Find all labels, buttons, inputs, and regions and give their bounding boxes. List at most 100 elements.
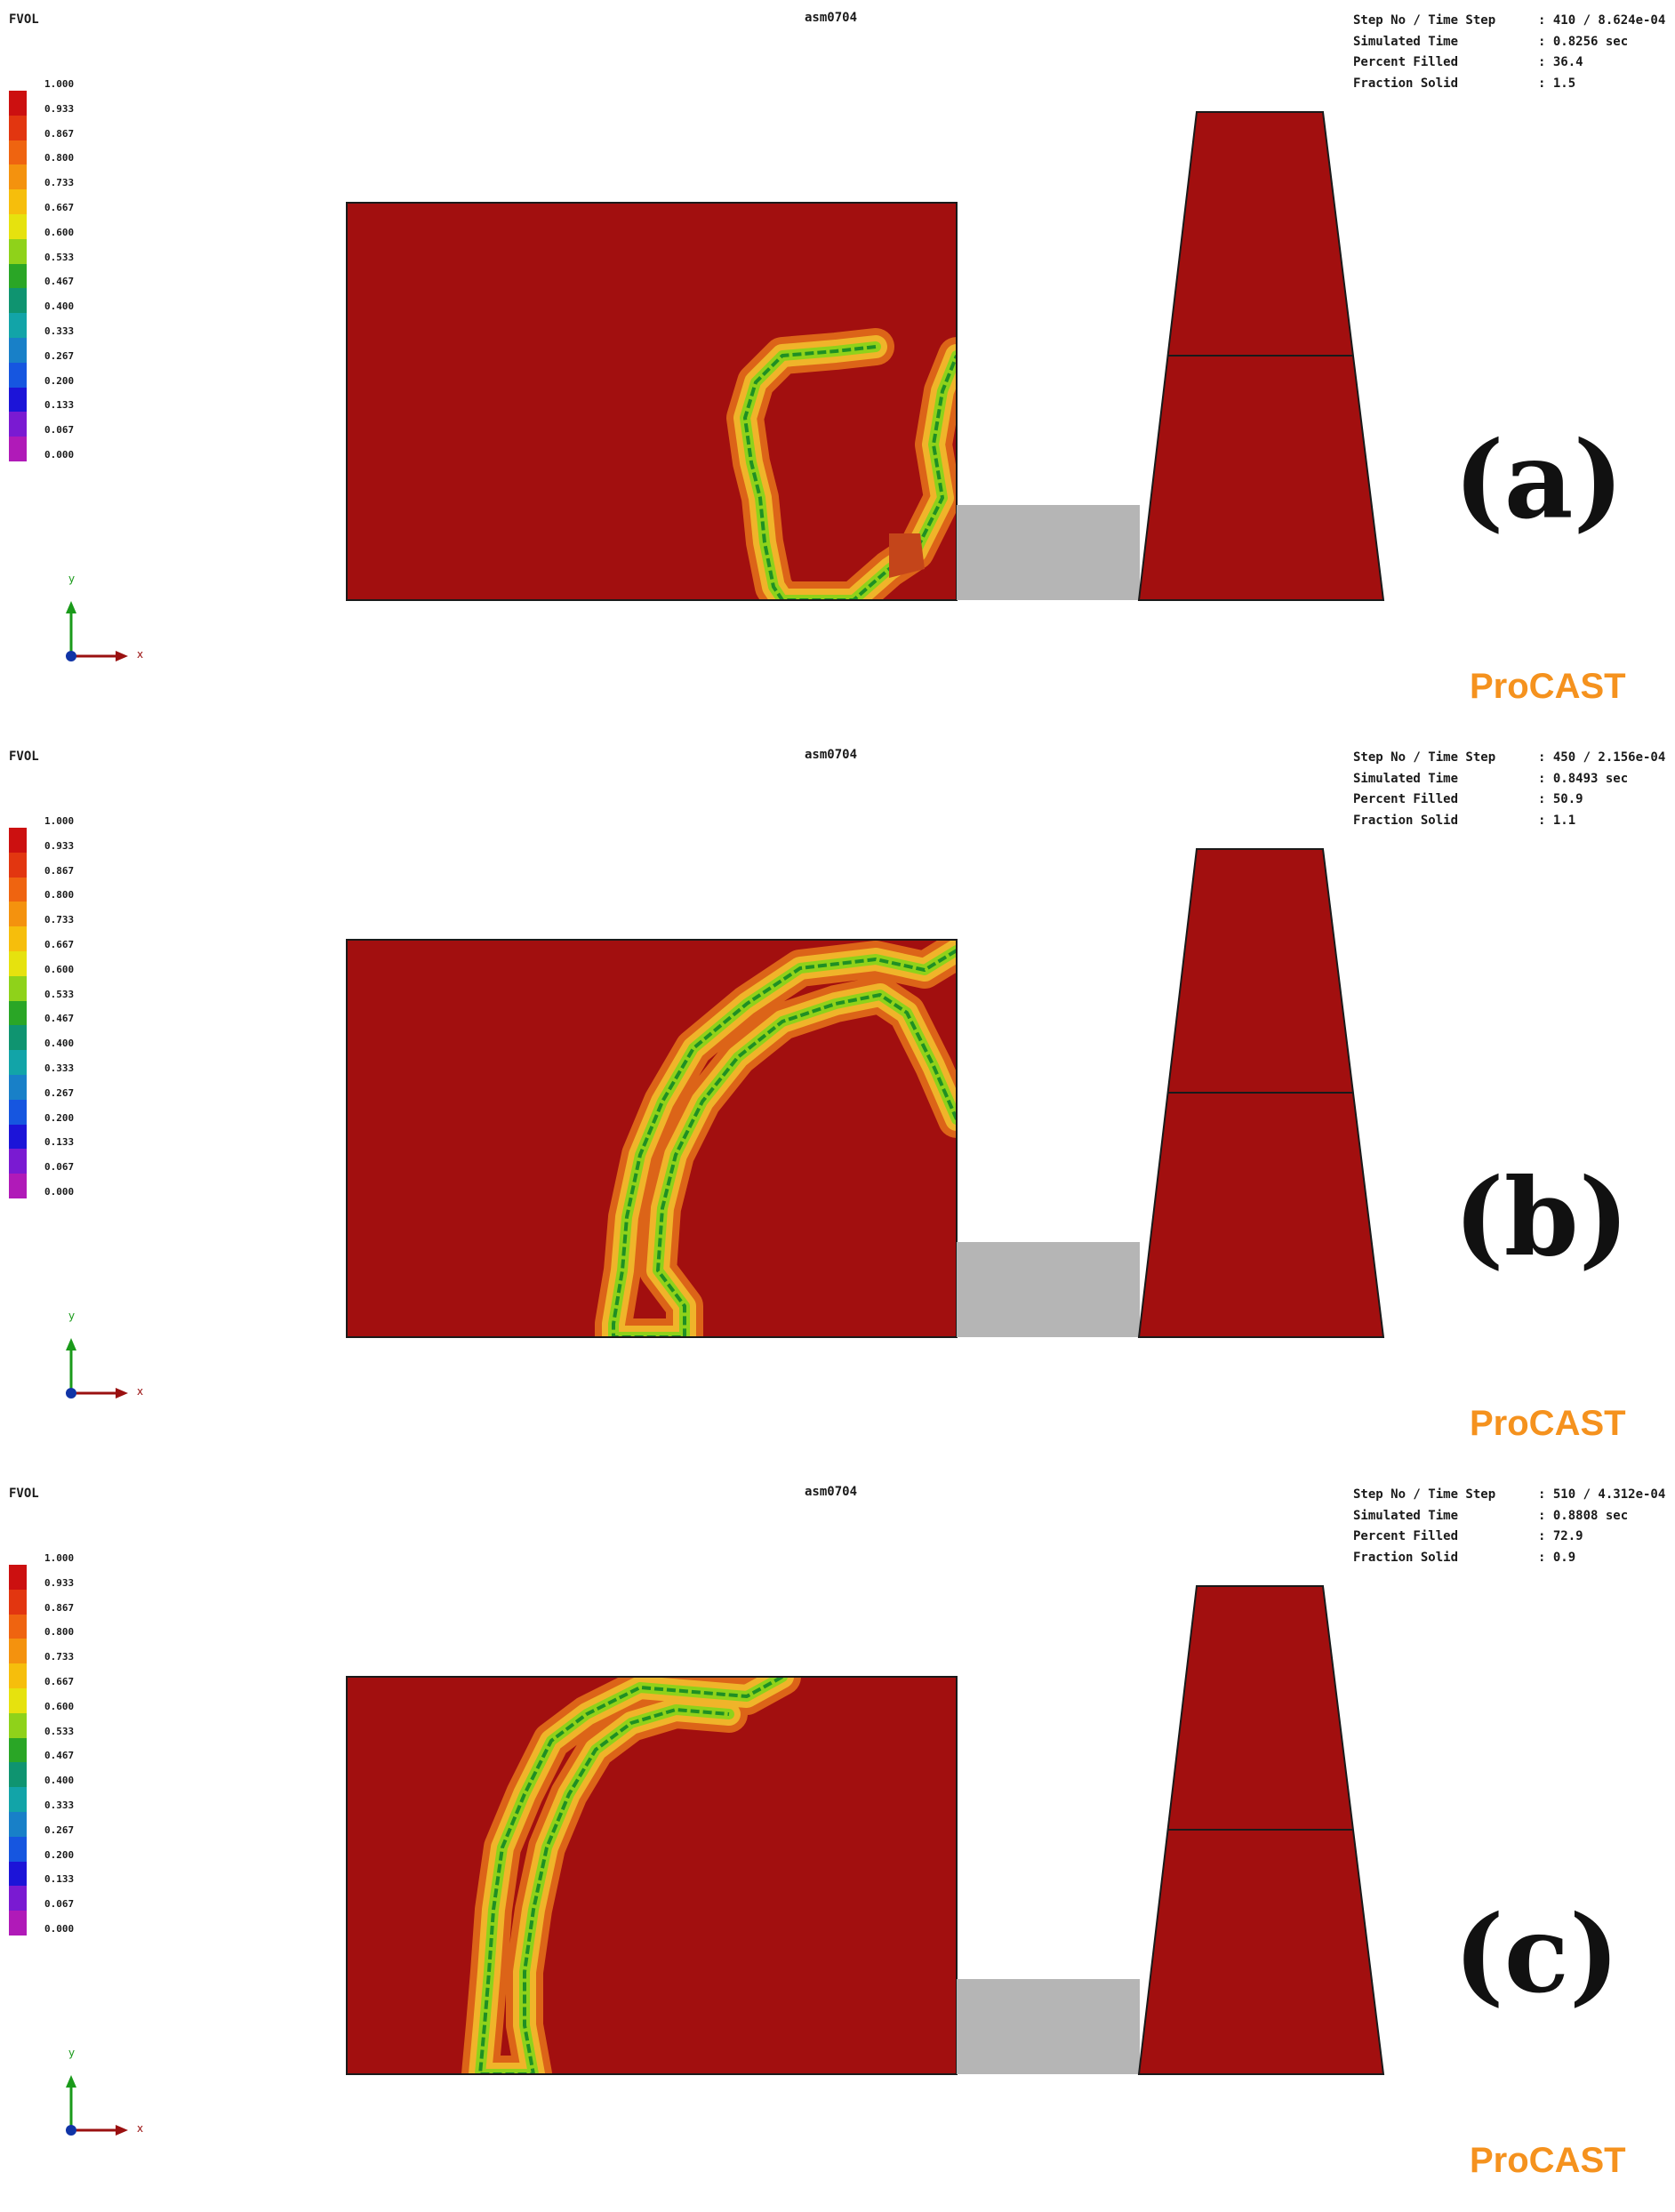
legend-swatch (9, 877, 27, 902)
legend-swatch (9, 313, 27, 339)
info-row: Fraction Solid: 1.1 (1353, 811, 1665, 832)
legend-tick-label: 0.667 (44, 939, 75, 950)
info-key: Simulated Time (1353, 771, 1459, 786)
info-value: : 36.4 (1538, 55, 1583, 69)
legend-swatch (9, 926, 27, 952)
casting-geometry (66, 848, 1385, 1399)
legend-swatch (9, 1565, 27, 1591)
legend-tick-label: 0.000 (44, 1923, 75, 1935)
info-key: Simulated Time (1353, 1508, 1459, 1523)
legend-tick-label: 0.667 (44, 1676, 75, 1687)
legend-swatch (9, 91, 27, 116)
front-core (743, 345, 957, 600)
info-value: : 0.8493 sec (1538, 771, 1629, 786)
legend-tick-label: 0.467 (44, 276, 75, 288)
brand-logo-text: ProCAST (1470, 667, 1626, 706)
legend-swatch (9, 1589, 27, 1615)
model-name: asm0704 (805, 748, 858, 762)
legend-swatch (9, 338, 27, 364)
legend-swatch (9, 115, 27, 141)
legend-tick-label: 0.333 (44, 1062, 75, 1074)
legend-tick-label: 0.267 (44, 1823, 75, 1836)
legend-swatch (9, 1836, 27, 1863)
legend-swatch (9, 1762, 27, 1788)
simulation-panel: y x FVOL asm0704 Step No / Time Step: 450 / … (0, 737, 1675, 1474)
axis-x-label: x (137, 2122, 144, 2135)
info-key: Step No / Time Step (1353, 750, 1496, 765)
legend-swatch (9, 263, 27, 289)
legend-swatch (9, 852, 27, 878)
legend-swatch (9, 1688, 27, 1714)
info-value: : 0.8256 sec (1538, 34, 1629, 49)
front-blob (889, 533, 925, 578)
axis-triad-icon (66, 1338, 128, 1399)
legend-tick-label: 0.067 (44, 1161, 75, 1174)
legend-tick-label: 0.667 (44, 202, 75, 213)
info-key: Step No / Time Step (1353, 1487, 1496, 1502)
legend-swatch (9, 412, 27, 437)
legend-tick-label: 0.933 (44, 102, 75, 115)
info-value: : 410 / 8.624e-04 (1538, 13, 1666, 28)
legend-swatch (9, 214, 27, 240)
legend-tick-label: 0.067 (44, 424, 75, 437)
legend-tick-label: 0.000 (44, 449, 75, 461)
legend-tick-label: 0.133 (44, 1873, 75, 1886)
simulation-info: Step No / Time Step: 510 / 4.312e-04 Simu… (1353, 1485, 1665, 1568)
legend-tick-label: 0.400 (44, 1775, 75, 1787)
mold-outline (346, 939, 958, 1338)
field-label: FVOL (9, 749, 39, 764)
runner (957, 505, 1140, 600)
info-key: Fraction Solid (1353, 76, 1459, 91)
legend-tick-label: 0.467 (44, 1750, 75, 1762)
info-row: Step No / Time Step: 510 / 4.312e-04 (1353, 1485, 1665, 1506)
axis-y-label: y (68, 573, 76, 585)
legend-tick-label: 0.933 (44, 839, 75, 852)
legend-swatch (9, 951, 27, 977)
legend-tick-label: 0.867 (44, 864, 75, 877)
legend-swatch (9, 1861, 27, 1887)
legend-swatch (9, 362, 27, 389)
info-value: : 1.5 (1538, 76, 1576, 91)
legend-tick-label: 0.800 (44, 152, 75, 164)
legend-swatch (9, 387, 27, 413)
legend-tick-label: 0.800 (44, 889, 75, 902)
info-row: Step No / Time Step: 410 / 8.624e-04 (1353, 11, 1665, 32)
legend-swatch (9, 1614, 27, 1639)
legend-tick-label: 0.600 (44, 1700, 75, 1712)
panel-letter: (b) (1454, 1155, 1630, 1280)
legend-tick-label: 0.067 (44, 1898, 75, 1911)
legend-tick-label: 0.467 (44, 1013, 75, 1025)
legend-tick-label: 0.000 (44, 1186, 75, 1198)
info-key: Percent Filled (1353, 792, 1459, 806)
info-key: Simulated Time (1353, 34, 1459, 49)
simulation-panel: y x FVOL asm0704 Step No / Time Step: 510 / … (0, 1474, 1675, 2211)
legend-swatch (9, 164, 27, 190)
legend-tick-label: 0.200 (44, 1848, 75, 1861)
legend-swatch (9, 1639, 27, 1664)
fill-front (726, 328, 957, 600)
legend-tick-label: 0.733 (44, 177, 75, 189)
legend-swatch (9, 1000, 27, 1026)
legend-swatch (9, 1886, 27, 1911)
runner (957, 1242, 1140, 1337)
simulation-panel: y x FVOL asm0704 Step No / Time Step: 410 / … (0, 0, 1675, 737)
brand-logo-text: ProCAST (1470, 2141, 1626, 2180)
info-value: : 0.8808 sec (1538, 1508, 1629, 1523)
legend-tick-label: 0.400 (44, 301, 75, 313)
axis-triad-icon (66, 2075, 128, 2136)
mold-outline (346, 1676, 958, 2075)
legend-swatch (9, 1737, 27, 1763)
legend-swatch (9, 140, 27, 165)
legend-tick-label: 0.867 (44, 127, 75, 140)
info-row: Percent Filled: 36.4 (1353, 52, 1665, 74)
legend-tick-label: 0.867 (44, 1601, 75, 1614)
front-core (612, 949, 957, 1337)
axis-y-label: y (68, 2047, 76, 2059)
axis-y-label: y (68, 1310, 76, 1322)
model-name: asm0704 (805, 1485, 858, 1499)
legend-swatch (9, 437, 27, 462)
legend-swatch (9, 1075, 27, 1101)
legend-swatch (9, 1663, 27, 1689)
legend-tick-label: 0.733 (44, 914, 75, 926)
simulation-info: Step No / Time Step: 410 / 8.624e-04 Simu… (1353, 11, 1665, 94)
